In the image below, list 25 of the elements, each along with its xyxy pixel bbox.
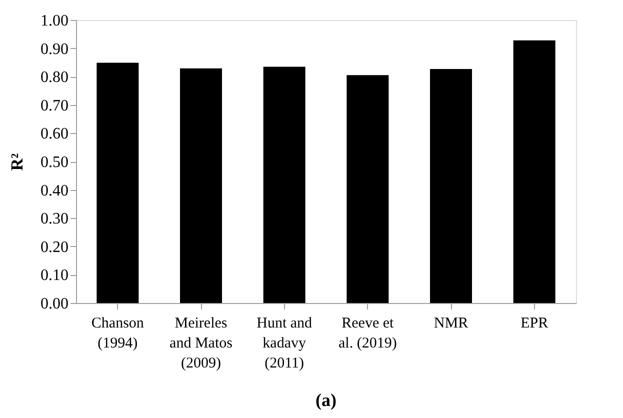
y-tick-label: 0.90 xyxy=(40,40,68,58)
x-tick-label: NMR xyxy=(434,316,468,332)
x-tick-label: EPR xyxy=(520,316,548,332)
y-tick-label: 0.00 xyxy=(40,296,68,312)
text: (a) xyxy=(316,390,336,410)
bar xyxy=(346,75,389,303)
x-tick-label: Meireles and Matos (2009) xyxy=(170,316,233,372)
y-tick-label: 0.70 xyxy=(40,97,68,114)
x-tick-label: Hunt and kadavy (2011) xyxy=(256,316,313,372)
y-tick-label: 0.20 xyxy=(40,238,68,256)
y-tick-label: 0.40 xyxy=(40,182,68,200)
y-tick-label: 0.80 xyxy=(40,69,68,86)
x-tick-label: Chanson (1994) xyxy=(91,316,144,352)
y-tick-label: 0.60 xyxy=(40,126,68,143)
y-tick-label: 0.50 xyxy=(40,154,68,171)
bar xyxy=(96,62,139,303)
bar xyxy=(180,68,222,303)
bar xyxy=(430,68,472,303)
y-tick-label: 0.10 xyxy=(40,267,68,284)
y-tick-label: 0.30 xyxy=(40,210,68,228)
y-axis-title: R² xyxy=(8,153,26,171)
y-tick-label: 1.00 xyxy=(40,12,68,30)
bar xyxy=(263,66,306,303)
x-tick-label: Reeve et al. (2019) xyxy=(338,316,397,352)
bar xyxy=(513,40,556,303)
